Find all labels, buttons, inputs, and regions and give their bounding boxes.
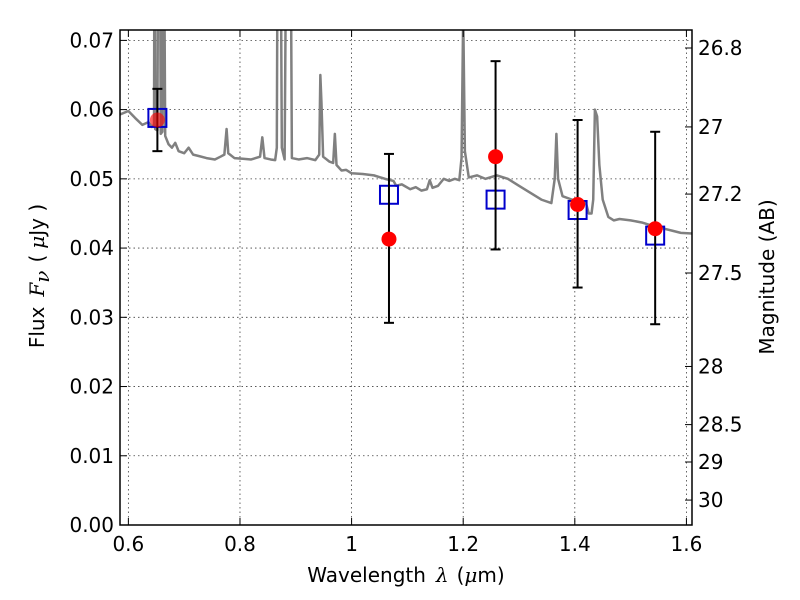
observed-point <box>647 221 663 237</box>
axis-ticks <box>120 30 692 526</box>
x-tick-label: 0.8 <box>224 532 256 556</box>
y-tick-label: 0.01 <box>69 444 114 468</box>
y-tick-label: 0.02 <box>69 375 114 399</box>
observed-photometry-series <box>149 60 663 326</box>
y-tick-label: 0.00 <box>69 513 114 537</box>
y2-tick-label: 27.2 <box>698 182 743 206</box>
y-tick-label: 0.05 <box>69 167 114 191</box>
x-tick-label: 1.4 <box>559 532 591 556</box>
y2-tick-label: 28 <box>698 354 723 378</box>
y2-tick-label: 27 <box>698 115 723 139</box>
observed-point <box>381 231 397 247</box>
y-tick-label: 0.03 <box>69 305 114 329</box>
x-tick-label: 1.2 <box>447 532 479 556</box>
y2-axis-title: Magnitude (AB) <box>755 199 779 354</box>
y-axis-title: FluxFν(μJy ) <box>25 204 54 348</box>
x-tick-label: 1.6 <box>671 532 703 556</box>
y2-tick-label: 26.8 <box>698 36 743 60</box>
observed-point <box>488 149 504 165</box>
x-tick-label: 0.6 <box>112 532 144 556</box>
spectrum-line <box>120 30 692 235</box>
y-tick-label: 0.07 <box>69 28 114 52</box>
observed-point <box>570 196 586 212</box>
y2-tick-label: 28.5 <box>698 413 743 437</box>
observed-point <box>149 112 165 128</box>
y2-tick-label: 30 <box>698 488 723 512</box>
y2-tick-label: 27.5 <box>698 261 743 285</box>
y-tick-label: 0.04 <box>69 236 114 260</box>
plot-frame <box>119 29 693 526</box>
grid-lines <box>120 30 692 525</box>
y2-tick-label: 29 <box>698 450 723 474</box>
tick-labels: 0.6 0.8 1 1.2 1.4 1.6 0.00 0.01 0.02 0.03 0.04 0.05… <box>69 28 742 556</box>
spectrum-series <box>120 30 692 235</box>
x-axis-title: Wavelength λ (μm) <box>307 563 504 587</box>
x-tick-label: 1 <box>345 532 358 556</box>
y-tick-label: 0.06 <box>69 98 114 122</box>
